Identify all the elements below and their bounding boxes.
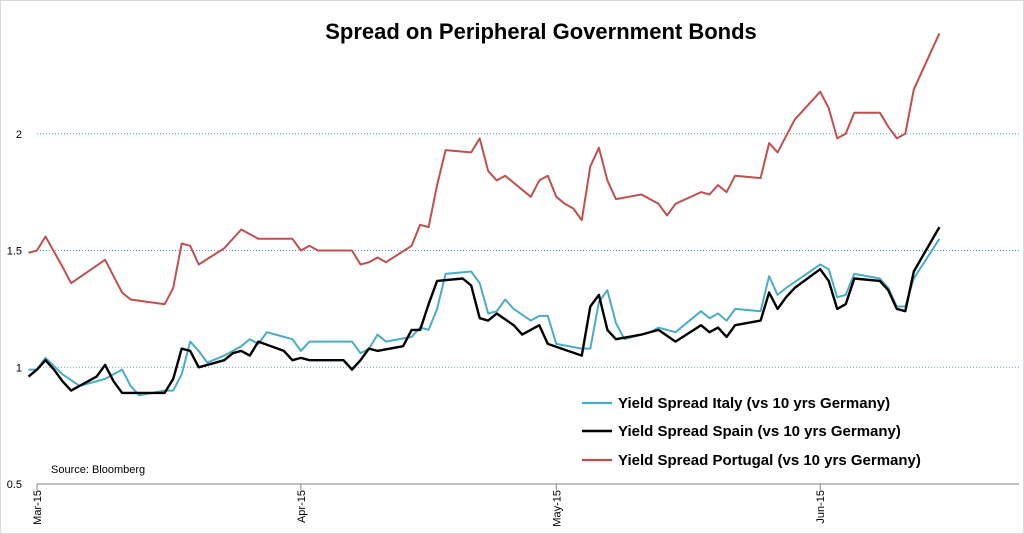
x-tick-label-1: Apr-15	[296, 490, 308, 523]
y-tick-label-0: 0.5	[7, 479, 22, 491]
legend-label-2: Yield Spread Portugal (vs 10 yrs Germany…	[618, 452, 921, 469]
series-lines	[27, 32, 941, 397]
legend-label-0: Yield Spread Italy (vs 10 yrs Germany)	[618, 395, 890, 412]
y-tick-label-2: 1.5	[7, 246, 22, 258]
x-tick-label-3: Jun-15	[815, 490, 827, 524]
y-tick-label-3: 2	[16, 129, 22, 141]
y-tick-label-1: 1	[16, 362, 22, 374]
series-line-2	[28, 32, 941, 306]
x-tick-label-0: Mar-15	[32, 490, 44, 525]
chart-title: Spread on Peripheral Government Bonds	[325, 19, 757, 44]
x-tick-label-2: May-15	[551, 490, 563, 527]
source-note: Source: Bloomberg	[51, 464, 145, 476]
legend-label-1: Yield Spread Spain (vs 10 yrs Germany)	[618, 423, 901, 440]
legend: Yield Spread Italy (vs 10 yrs Germany) Yi…	[582, 395, 921, 469]
y-axis-ticks: 0.5 1 1.5 2	[7, 129, 22, 491]
series-line-1	[27, 226, 941, 395]
series-line-0	[28, 238, 941, 397]
x-axis-ticks: Mar-15 Apr-15 May-15 Jun-15	[32, 484, 827, 527]
